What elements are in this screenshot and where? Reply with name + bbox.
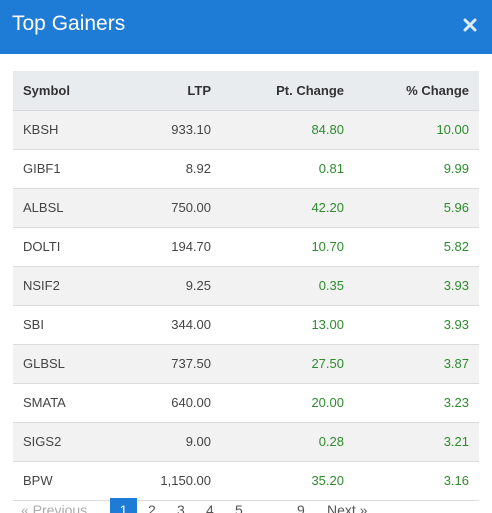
cell-pct-change: 3.16 xyxy=(354,461,479,501)
cell-symbol: BPW xyxy=(13,461,123,501)
pagination-page-4[interactable]: 4 xyxy=(206,502,214,513)
cell-ltp: 344.00 xyxy=(123,305,221,345)
column-header-pct-change[interactable]: % Change xyxy=(354,71,479,111)
cell-pct-change: 3.21 xyxy=(354,422,479,462)
table-row[interactable]: GLBSL 737.50 27.50 3.87 xyxy=(13,344,479,384)
cell-symbol: GIBF1 xyxy=(13,149,123,189)
table-row[interactable]: SIGS2 9.00 0.28 3.21 xyxy=(13,422,479,462)
modal-title: Top Gainers xyxy=(12,12,126,35)
pagination-ellipsis: … xyxy=(265,502,279,513)
table-row[interactable]: ALBSL 750.00 42.20 5.96 xyxy=(13,188,479,228)
table-row[interactable]: SMATA 640.00 20.00 3.23 xyxy=(13,383,479,423)
cell-pt-change: 0.28 xyxy=(221,422,354,462)
cell-symbol: NSIF2 xyxy=(13,266,123,306)
table-row[interactable]: NSIF2 9.25 0.35 3.93 xyxy=(13,266,479,306)
cell-ltp: 9.00 xyxy=(123,422,221,462)
cell-ltp: 194.70 xyxy=(123,227,221,267)
modal-header: Top Gainers xyxy=(0,0,492,54)
pagination-page-5[interactable]: 5 xyxy=(235,502,243,513)
cell-symbol: SIGS2 xyxy=(13,422,123,462)
cell-pct-change: 5.82 xyxy=(354,227,479,267)
cell-pct-change: 3.93 xyxy=(354,305,479,345)
cell-symbol: SMATA xyxy=(13,383,123,423)
cell-ltp: 8.92 xyxy=(123,149,221,189)
cell-pt-change: 10.70 xyxy=(221,227,354,267)
cell-pt-change: 0.35 xyxy=(221,266,354,306)
cell-pt-change: 42.20 xyxy=(221,188,354,228)
column-header-pt-change[interactable]: Pt. Change xyxy=(221,71,354,111)
table-row[interactable]: DOLTI 194.70 10.70 5.82 xyxy=(13,227,479,267)
cell-pt-change: 35.20 xyxy=(221,461,354,501)
cell-pct-change: 9.99 xyxy=(354,149,479,189)
table-row[interactable]: GIBF1 8.92 0.81 9.99 xyxy=(13,149,479,189)
pagination-previous[interactable]: « Previous xyxy=(21,502,88,513)
cell-symbol: DOLTI xyxy=(13,227,123,267)
gainers-table: Symbol LTP Pt. Change % Change KBSH 933.1… xyxy=(13,71,479,501)
cell-pct-change: 5.96 xyxy=(354,188,479,228)
cell-pt-change: 0.81 xyxy=(221,149,354,189)
cell-symbol: GLBSL xyxy=(13,344,123,384)
pagination-page-1[interactable]: 1 xyxy=(110,498,137,513)
column-header-ltp[interactable]: LTP xyxy=(123,71,221,111)
cell-ltp: 933.10 xyxy=(123,110,221,150)
cell-symbol: SBI xyxy=(13,305,123,345)
table-row[interactable]: KBSH 933.10 84.80 10.00 xyxy=(13,110,479,150)
close-button[interactable] xyxy=(458,12,482,40)
cell-symbol: ALBSL xyxy=(13,188,123,228)
pagination-next[interactable]: Next » xyxy=(327,502,368,513)
cell-pct-change: 3.23 xyxy=(354,383,479,423)
cell-pt-change: 84.80 xyxy=(221,110,354,150)
column-header-symbol[interactable]: Symbol xyxy=(13,71,123,111)
cell-ltp: 1,150.00 xyxy=(123,461,221,501)
cell-ltp: 640.00 xyxy=(123,383,221,423)
pagination-page-9[interactable]: 9 xyxy=(297,502,305,513)
cell-pct-change: 10.00 xyxy=(354,110,479,150)
cell-pt-change: 27.50 xyxy=(221,344,354,384)
cell-ltp: 737.50 xyxy=(123,344,221,384)
close-icon xyxy=(463,18,477,32)
cell-symbol: KBSH xyxy=(13,110,123,150)
cell-pt-change: 13.00 xyxy=(221,305,354,345)
pagination-page-2[interactable]: 2 xyxy=(148,502,156,513)
gainers-table-container: Symbol LTP Pt. Change % Change KBSH 933.1… xyxy=(13,71,479,501)
table-header-row: Symbol LTP Pt. Change % Change xyxy=(13,71,479,111)
pagination-page-3[interactable]: 3 xyxy=(177,502,185,513)
cell-ltp: 750.00 xyxy=(123,188,221,228)
table-row[interactable]: SBI 344.00 13.00 3.93 xyxy=(13,305,479,345)
cell-ltp: 9.25 xyxy=(123,266,221,306)
cell-pct-change: 3.93 xyxy=(354,266,479,306)
cell-pct-change: 3.87 xyxy=(354,344,479,384)
cell-pt-change: 20.00 xyxy=(221,383,354,423)
table-row[interactable]: BPW 1,150.00 35.20 3.16 xyxy=(13,461,479,501)
